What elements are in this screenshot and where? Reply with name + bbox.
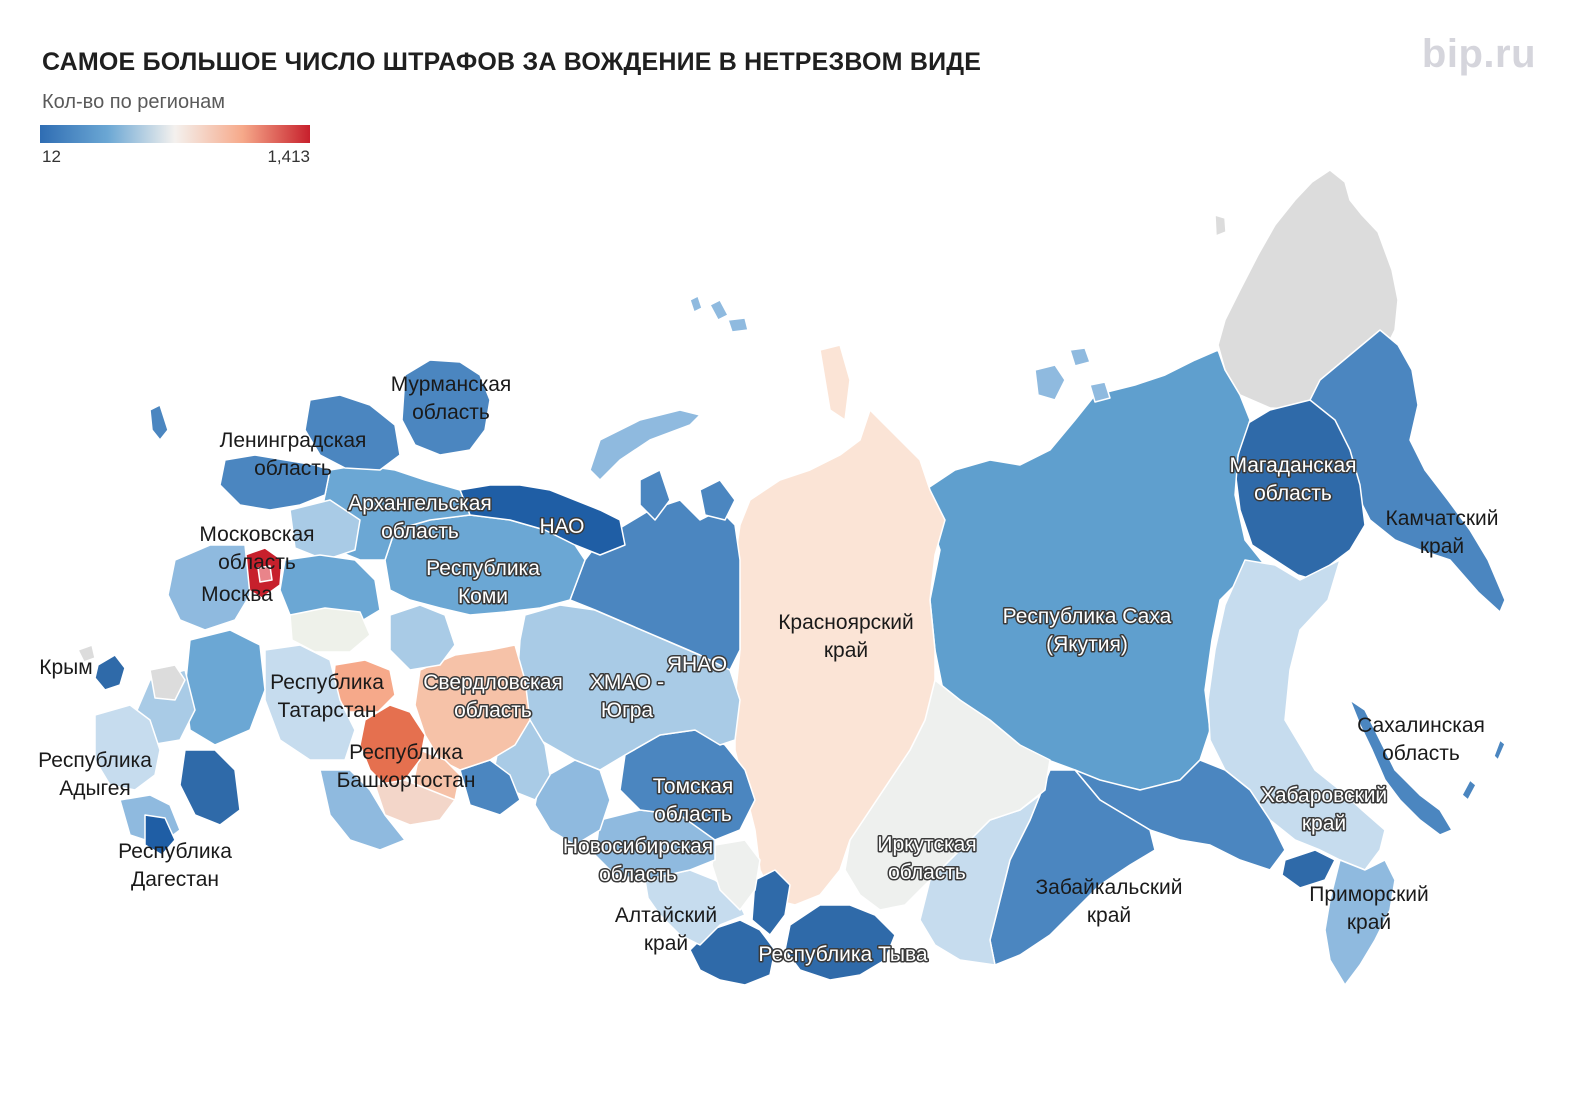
region-central-russia — [167, 544, 251, 631]
label-zabaikalsky: Забайкальский край — [1036, 876, 1183, 927]
label-bashkortostan: Республика Башкортостан — [337, 741, 476, 792]
region-adygea[interactable] — [94, 704, 161, 791]
region-volgograd — [184, 629, 266, 746]
region-taymyr-tip — [819, 344, 851, 421]
region-leningrad[interactable] — [219, 454, 331, 511]
region-vologda — [289, 499, 361, 561]
label-dagestan: Республика Дагестан — [118, 840, 232, 891]
region-moscow[interactable] — [257, 565, 273, 583]
region-tyva[interactable] — [784, 904, 896, 981]
region-khakassia — [751, 869, 791, 936]
chart-subtitle: Кол-во по регионам — [42, 91, 226, 113]
label-moscow-oblast: Московская область — [199, 523, 314, 574]
region-orenburg — [374, 779, 456, 826]
region-altai-republic — [689, 919, 776, 986]
label-tatarstan: Республика Татарстан — [270, 671, 384, 722]
label-khabarovsk: Хабаровский край — [1261, 784, 1387, 835]
legend-min-label: 12 — [42, 147, 61, 166]
region-yamal-peninsula — [639, 469, 671, 521]
label-sverdlovsk: Свердловская область — [423, 671, 563, 722]
chart-title: САМОЕ БОЛЬШОЕ ЧИСЛО ШТРАФОВ ЗА ВОЖДЕНИЕ … — [42, 48, 982, 76]
label-yakutia: Республика Саха (Якутия) — [1003, 605, 1172, 656]
region-chukotka-islet — [1214, 214, 1227, 237]
region-perm — [389, 604, 456, 671]
region-crimea-nodata — [77, 644, 96, 663]
label-kamchatka: Камчатский край — [1385, 507, 1498, 558]
region-gydan — [699, 479, 736, 521]
region-crimea[interactable] — [94, 654, 126, 691]
region-primorsky[interactable] — [1324, 859, 1396, 986]
region-volga-south — [264, 644, 356, 761]
label-tyva: Республика Тыва — [758, 943, 928, 966]
region-astrakhan — [319, 769, 406, 851]
label-novosibirsk: Новосибирская область — [563, 835, 713, 886]
label-tomsk: Томская область — [653, 775, 734, 826]
region-dagestan[interactable] — [144, 814, 176, 856]
label-sakhalin: Сахалинская область — [1357, 714, 1485, 765]
region-karelia — [304, 394, 401, 471]
label-krasnoyarsk: Красноярский край — [778, 611, 914, 662]
label-primorsky: Приморский край — [1309, 883, 1428, 934]
brand-logo[interactable]: bip.ru — [1421, 32, 1536, 76]
label-nao: НАО — [539, 515, 584, 538]
region-kaliningrad — [149, 404, 169, 441]
label-crimea: Крым — [39, 656, 92, 679]
label-adygea: Республика Адыгея — [38, 749, 152, 800]
region-kemerovo — [711, 839, 761, 911]
label-altai-krai: Алтайский край — [615, 904, 717, 955]
region-bashkortostan[interactable] — [359, 704, 426, 786]
legend-max-label: 1,413 — [267, 147, 310, 166]
label-yanao: ЯНАО — [667, 653, 727, 676]
region-franz-josef — [689, 295, 749, 333]
region-kurils — [1461, 739, 1506, 801]
region-jewish-ao — [1281, 849, 1336, 889]
region-magadan[interactable] — [1234, 399, 1366, 581]
label-arkhangelsk: Архангельская область — [348, 492, 492, 543]
label-irkutsk: Иркутская область — [877, 833, 976, 884]
label-leningrad: Ленинградская область — [220, 429, 367, 480]
label-komi: Республика Коми — [426, 557, 540, 608]
label-magadan: Магаданская область — [1229, 454, 1356, 505]
region-labels: Мурманская область Ленинградская область Арх… — [38, 373, 1498, 968]
label-murmansk: Мурманская область — [391, 373, 512, 424]
region-severnaya-zemlya — [1034, 347, 1091, 401]
legend-color-scale — [40, 125, 310, 143]
region-murmansk[interactable] — [401, 359, 491, 456]
region-novaya-zemlya — [589, 409, 701, 481]
region-new-siberian — [1089, 381, 1111, 403]
region-central-east — [279, 554, 381, 626]
label-moscow: Москва — [201, 583, 273, 606]
label-hmao: ХМАО -Югра — [590, 671, 664, 722]
region-nizhny-novgorod — [289, 607, 371, 653]
region-kalmykia — [179, 749, 241, 826]
region-sevastopol — [149, 664, 186, 701]
region-sakhalin[interactable] — [1349, 699, 1453, 836]
region-nao[interactable] — [459, 484, 626, 556]
